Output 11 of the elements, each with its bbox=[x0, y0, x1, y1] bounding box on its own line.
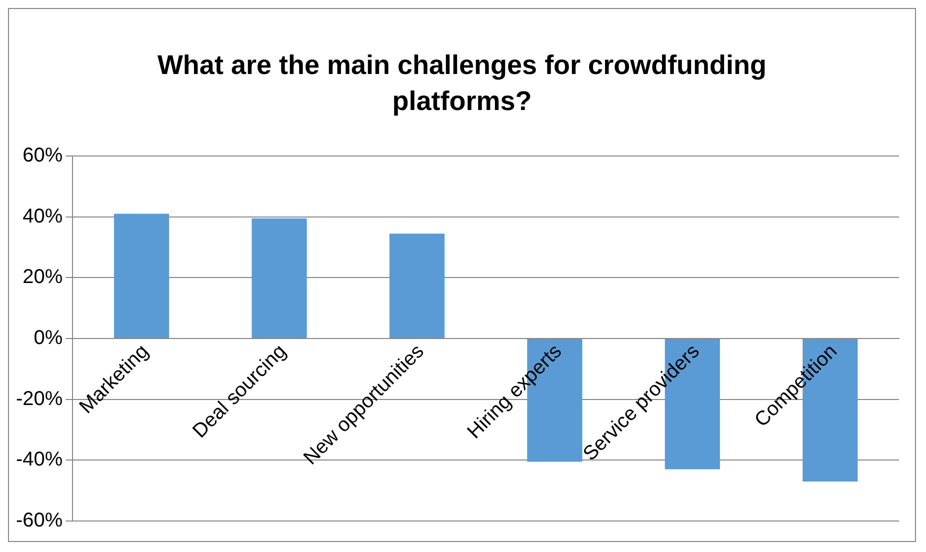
bar bbox=[114, 214, 170, 338]
bar bbox=[252, 218, 307, 338]
y-tick-label: -60% bbox=[16, 510, 63, 532]
y-tick-label: 0% bbox=[34, 327, 63, 350]
y-tick-label: -20% bbox=[16, 388, 63, 410]
bar bbox=[389, 234, 445, 338]
y-tick-label: -40% bbox=[16, 448, 63, 471]
y-tick-label: 20% bbox=[22, 266, 63, 288]
y-tick-label: 40% bbox=[22, 205, 63, 228]
chart-title: What are the main challenges for crowdfunding platforms? bbox=[156, 49, 768, 118]
y-tick-label: 60% bbox=[22, 144, 63, 167]
